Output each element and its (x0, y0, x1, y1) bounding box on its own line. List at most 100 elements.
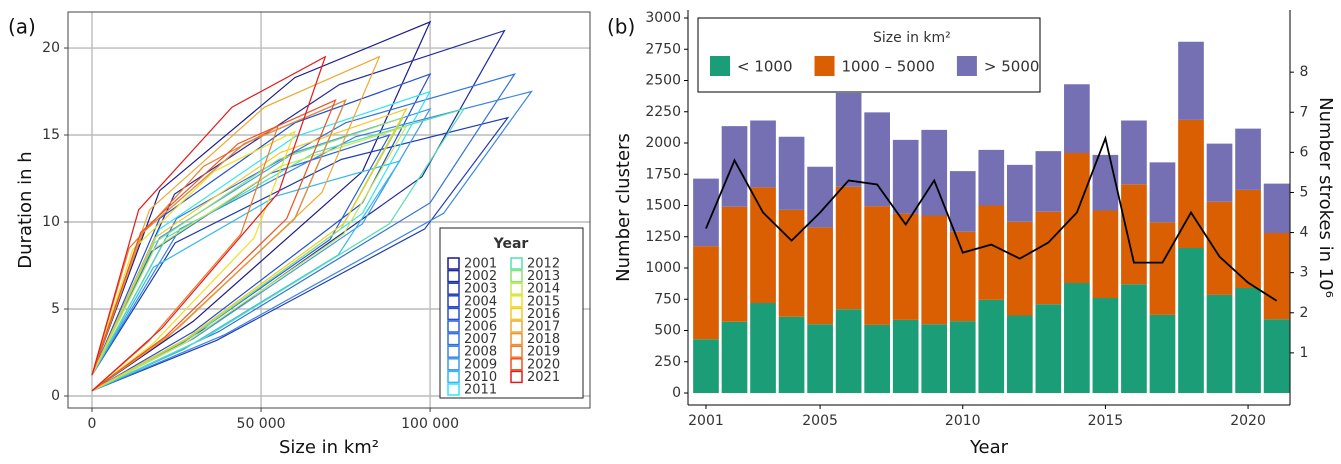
y2-tick-label: 2 (1300, 305, 1309, 321)
y-tick-label: 5 (51, 301, 60, 317)
x-tick-label: 2015 (1088, 413, 1124, 429)
y2-tick-label: 5 (1300, 184, 1309, 200)
bar-segment (721, 126, 748, 207)
bar-segment (1006, 315, 1033, 393)
legend-label: 2014 (527, 282, 560, 297)
bar-segment (693, 178, 719, 247)
legend-swatch (510, 282, 523, 295)
legend-label: 2013 (527, 269, 560, 284)
bar-segment (949, 231, 976, 322)
x-tick-label: 2020 (1230, 413, 1266, 429)
y-tick-label: 1250 (645, 229, 681, 245)
y-tick-label: 3000 (645, 10, 681, 26)
y-axis-title: Duration in h (15, 151, 36, 268)
legend-label: 2021 (527, 370, 560, 385)
legend-label: 2017 (527, 320, 560, 335)
bar-segment (693, 339, 719, 393)
legend-swatch (447, 295, 460, 308)
bar-segment (835, 309, 862, 393)
legend-title: Year (493, 236, 529, 252)
legend-swatch (447, 345, 460, 358)
legend-swatch (447, 307, 460, 321)
y2-tick-label: 6 (1300, 144, 1309, 160)
legend-label: 2012 (527, 257, 560, 272)
bar-segment (835, 93, 862, 187)
bar-segment (1006, 221, 1033, 316)
bar-segment (892, 139, 919, 214)
bar-segment (1121, 120, 1147, 185)
bar-segment (864, 206, 890, 325)
panel-label: (a) (8, 15, 36, 39)
bar-segment (921, 215, 948, 325)
y-tick-label: 15 (42, 127, 60, 143)
bar-segment (864, 112, 890, 207)
bar-segment (949, 321, 976, 393)
y-tick-label: 0 (672, 385, 681, 401)
legend-swatch (510, 295, 523, 308)
legend-swatch (447, 257, 460, 270)
y-tick-label: 1750 (645, 166, 681, 182)
legend-label: 2018 (527, 332, 560, 347)
y-tick-label: 0 (51, 388, 60, 404)
legend-label: > 5000 (984, 58, 1040, 76)
trajectory (91, 130, 296, 392)
trajectory (91, 107, 432, 392)
plot-frame (67, 11, 591, 409)
bar-segment (778, 136, 805, 210)
bar-segment (1149, 314, 1176, 393)
panel-label: (b) (607, 15, 635, 39)
legend-swatch (447, 282, 460, 295)
legend-swatch (447, 332, 460, 346)
legend-swatch (510, 307, 523, 321)
bar-segment (807, 166, 833, 228)
trajectory (91, 90, 533, 392)
legend-label: 2003 (464, 282, 497, 297)
y-tick-label: 1000 (645, 260, 681, 276)
bar-segment (864, 324, 890, 393)
bar-segment (1263, 319, 1290, 393)
x-tick-label: 100 000 (401, 416, 459, 432)
y2-tick-label: 3 (1300, 265, 1309, 281)
legend-label: 2006 (464, 320, 497, 335)
legend-label: 2009 (464, 357, 497, 372)
x-tick-label: 2001 (688, 413, 724, 429)
bar-segment (978, 149, 1005, 206)
y-tick-label: 10 (42, 214, 60, 230)
y-tick-label: 250 (654, 354, 681, 370)
legend-label: 2011 (464, 383, 497, 398)
legend-box (697, 17, 1041, 93)
legend-label: < 1000 (737, 58, 793, 76)
trajectory (91, 55, 327, 392)
bar-segment (1092, 154, 1119, 211)
bar-segment (1006, 164, 1033, 222)
trajectory (91, 73, 432, 392)
legend-swatch (510, 257, 523, 270)
legend-label: 2010 (464, 370, 497, 385)
y-tick-label: 1500 (645, 198, 681, 214)
bar-segment (921, 324, 948, 393)
legend-swatch (447, 370, 460, 384)
y2-tick-label: 4 (1300, 225, 1309, 241)
bar-segment (1121, 284, 1147, 393)
bar-segment (1178, 41, 1204, 120)
bar-segment (892, 319, 919, 393)
legend-label: 2015 (527, 294, 560, 309)
x-tick-label: 2010 (945, 413, 981, 429)
bar-segment (750, 303, 776, 393)
bar-segment (1092, 298, 1119, 393)
y-tick-label: 2000 (645, 135, 681, 151)
y2-axis-title: Number strokes in 10⁶ (1315, 97, 1336, 298)
legend-label: 2004 (464, 294, 497, 309)
bar-segment (1235, 288, 1261, 393)
bar-segment (835, 186, 862, 310)
legend-label: 2008 (464, 345, 497, 360)
bar-segment (1035, 304, 1062, 393)
bar-segment (721, 206, 748, 322)
bar-segment (750, 187, 776, 303)
legend-swatch (814, 56, 835, 76)
bar-segment (1263, 233, 1290, 320)
y2-tick-label: 7 (1300, 104, 1309, 120)
bar-segment (1235, 189, 1261, 288)
trajectory (91, 160, 402, 392)
bar-segment (1263, 183, 1290, 233)
